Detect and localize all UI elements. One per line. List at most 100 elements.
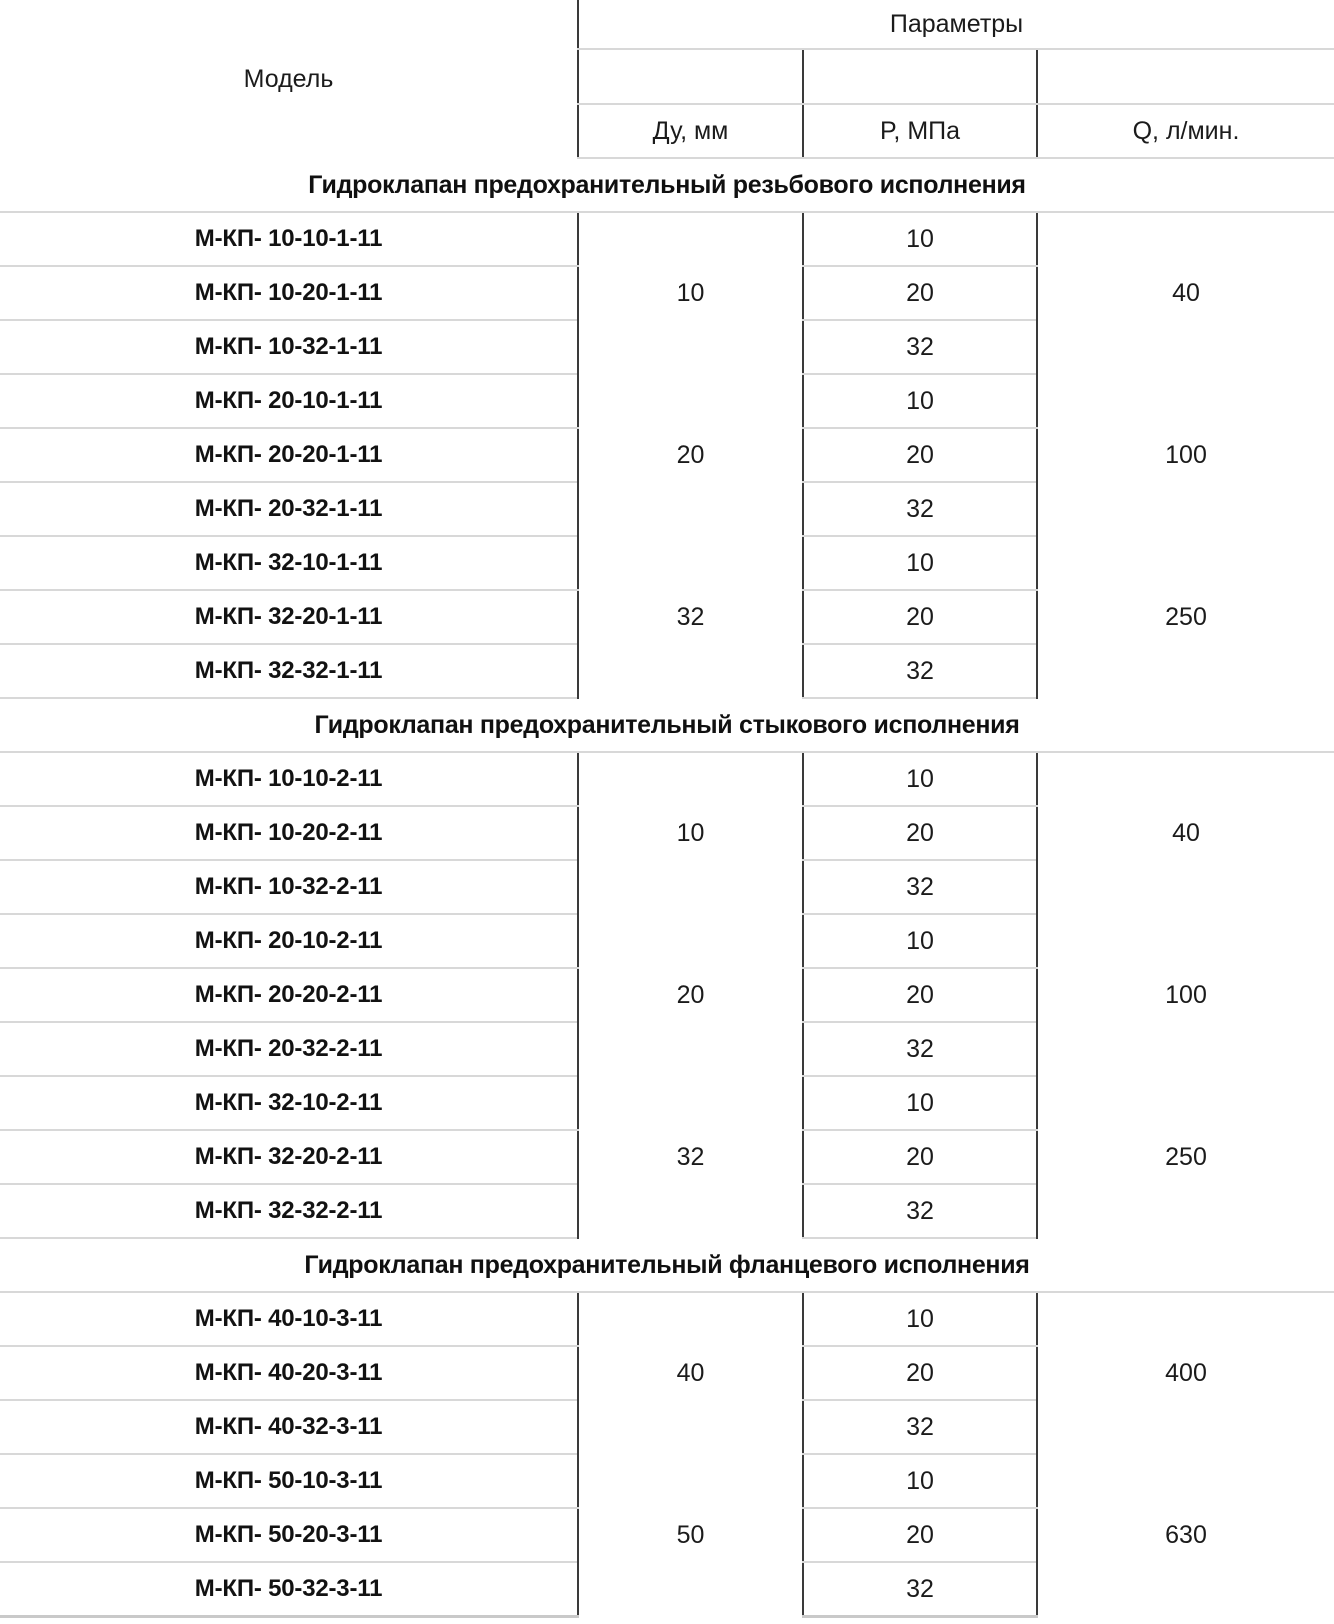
cell-pressure: 20	[802, 1346, 1037, 1401]
section-title-row: Гидроклапан предохранительный стыкового …	[0, 698, 1334, 753]
cell-pressure: 32	[802, 1400, 1037, 1455]
cell-pressure: 32	[802, 320, 1037, 375]
cell-du: 10	[577, 212, 803, 374]
cell-model: М-КП- 50-10-3-11	[0, 1454, 578, 1509]
cell-pressure: 10	[802, 212, 1037, 267]
table-row: М-КП- 10-10-2-11 10 10 40	[0, 752, 1334, 914]
cell-model: М-КП- 10-10-1-11	[0, 212, 578, 267]
cell-du: 20	[577, 374, 803, 536]
cell-flow: 400	[1035, 1292, 1334, 1454]
cell-pressure: 10	[802, 1292, 1037, 1347]
cell-model: М-КП- 10-20-2-11	[0, 806, 578, 861]
cell-du: 32	[577, 1076, 803, 1238]
cell-pressure: 10	[802, 1454, 1037, 1509]
table-row: М-КП- 20-10-1-11 20 10 100	[0, 374, 1334, 536]
table-row: М-КП- 50-10-3-11 50 10 630	[0, 1454, 1334, 1617]
table-row: М-КП- 10-10-1-11 10 10 40	[0, 212, 1334, 374]
table-row: М-КП- 40-10-3-11 40 10 400	[0, 1292, 1334, 1454]
section-title-row: Гидроклапан предохранительный фланцевого…	[0, 1238, 1334, 1293]
cell-flow: 40	[1035, 212, 1334, 374]
cell-model: М-КП- 32-32-1-11	[0, 644, 578, 699]
header-model: Модель	[243, 64, 334, 93]
header-spacer-p	[802, 49, 1038, 105]
cell-du: 20	[577, 914, 803, 1076]
cell-flow: 250	[1035, 1076, 1334, 1238]
cell-pressure: 32	[802, 482, 1037, 537]
cell-du: 40	[577, 1292, 803, 1454]
cell-flow: 40	[1035, 752, 1334, 914]
cell-model: М-КП- 20-20-2-11	[0, 968, 578, 1023]
cell-model: М-КП- 20-32-2-11	[0, 1022, 578, 1077]
cell-pressure: 20	[802, 590, 1037, 645]
section-title-row: Гидроклапан предохранительный резьбового…	[0, 158, 1334, 213]
header-row-units: Ду, мм P, МПа Q, л/мин.	[0, 104, 1334, 159]
cell-pressure: 10	[802, 1076, 1037, 1131]
cell-du: 32	[577, 536, 803, 698]
cell-model: М-КП- 32-20-2-11	[0, 1130, 578, 1185]
header-q: Q, л/мин.	[1035, 104, 1334, 159]
cell-model: М-КП- 10-32-2-11	[0, 860, 578, 915]
table-row: М-КП- 32-32-1-11 32	[0, 644, 1334, 699]
cell-pressure: 20	[802, 266, 1037, 321]
section-title: Гидроклапан предохранительный стыкового …	[0, 698, 1334, 753]
table-row: М-КП- 10-20-1-11 20	[0, 266, 1334, 321]
header-du: Ду, мм	[577, 104, 803, 159]
cell-model: М-КП- 20-20-1-11	[0, 428, 578, 483]
cell-model: М-КП- 32-32-2-11	[0, 1184, 578, 1239]
table-row: М-КП- 20-20-1-11 20	[0, 428, 1334, 483]
cell-pressure: 32	[802, 1184, 1037, 1239]
cell-pressure: 32	[802, 644, 1037, 699]
cell-model: М-КП- 20-10-1-11	[0, 374, 578, 429]
cell-pressure: 10	[802, 752, 1037, 807]
table-row: М-КП- 32-32-2-11 32	[0, 1184, 1334, 1239]
table-row: М-КП- 20-20-2-11 20	[0, 968, 1334, 1023]
cell-du: 10	[577, 752, 803, 914]
cell-pressure: 32	[802, 860, 1037, 915]
cell-model: М-КП- 50-32-3-11	[0, 1562, 578, 1618]
table-row: М-КП- 32-10-1-11 32 10 250	[0, 536, 1334, 698]
table-row: М-КП- 20-10-2-11 20 10 100	[0, 914, 1334, 1076]
cell-pressure: 10	[802, 536, 1037, 591]
cell-model: М-КП- 20-32-1-11	[0, 482, 578, 537]
cell-pressure: 20	[802, 806, 1037, 861]
cell-model: М-КП- 50-20-3-11	[0, 1508, 578, 1563]
table-row: М-КП- 32-20-2-11 20	[0, 1130, 1334, 1185]
cell-model: М-КП- 40-20-3-11	[0, 1346, 578, 1401]
cell-model: М-КП- 20-10-2-11	[0, 914, 578, 969]
cell-flow: 100	[1035, 914, 1334, 1076]
header-row-params: Модель Параметры	[0, 0, 1334, 93]
cell-model: М-КП- 40-32-3-11	[0, 1400, 578, 1455]
section-title: Гидроклапан предохранительный фланцевого…	[0, 1238, 1334, 1293]
cell-model: М-КП- 32-10-2-11	[0, 1076, 578, 1131]
cell-model: М-КП- 32-20-1-11	[0, 590, 578, 645]
cell-pressure: 10	[802, 914, 1037, 969]
table-row: М-КП- 32-20-1-11 20	[0, 590, 1334, 645]
cell-pressure: 20	[802, 968, 1037, 1023]
header-spacer-du	[577, 49, 803, 105]
table-row: М-КП- 40-20-3-11 20	[0, 1346, 1334, 1401]
cell-flow: 250	[1035, 536, 1334, 698]
table-row: М-КП- 32-10-2-11 32 10 250	[0, 1076, 1334, 1238]
cell-model: М-КП- 40-10-3-11	[0, 1292, 578, 1347]
cell-model: М-КП- 10-10-2-11	[0, 752, 578, 807]
cell-pressure: 20	[802, 1508, 1037, 1563]
cell-model: М-КП- 10-20-1-11	[0, 266, 578, 321]
table-row: М-КП- 50-32-3-11 32	[0, 1562, 1334, 1618]
header-p: P, МПа	[802, 104, 1037, 159]
cell-pressure: 10	[802, 374, 1037, 429]
table-row: М-КП- 50-20-3-11 20	[0, 1508, 1334, 1563]
cell-model: М-КП- 32-10-1-11	[0, 536, 578, 591]
cell-flow: 100	[1035, 374, 1334, 536]
cell-pressure: 20	[802, 1130, 1037, 1185]
cell-pressure: 32	[802, 1022, 1037, 1077]
table-header: Модель Параметры Ду, мм P, МПа Q, л/мин.	[0, 0, 1334, 159]
table-row: М-КП- 10-32-2-11 32	[0, 860, 1334, 915]
cell-pressure: 32	[802, 1562, 1037, 1618]
table-row: М-КП- 40-32-3-11 32	[0, 1400, 1334, 1455]
table-row: М-КП- 10-32-1-11 32	[0, 320, 1334, 375]
table-row: М-КП- 20-32-1-11 32	[0, 482, 1334, 537]
cell-pressure: 20	[802, 428, 1037, 483]
section-title: Гидроклапан предохранительный резьбового…	[0, 158, 1334, 213]
table-body: Гидроклапан предохранительный резьбового…	[0, 158, 1334, 1618]
cell-flow: 630	[1035, 1454, 1334, 1617]
